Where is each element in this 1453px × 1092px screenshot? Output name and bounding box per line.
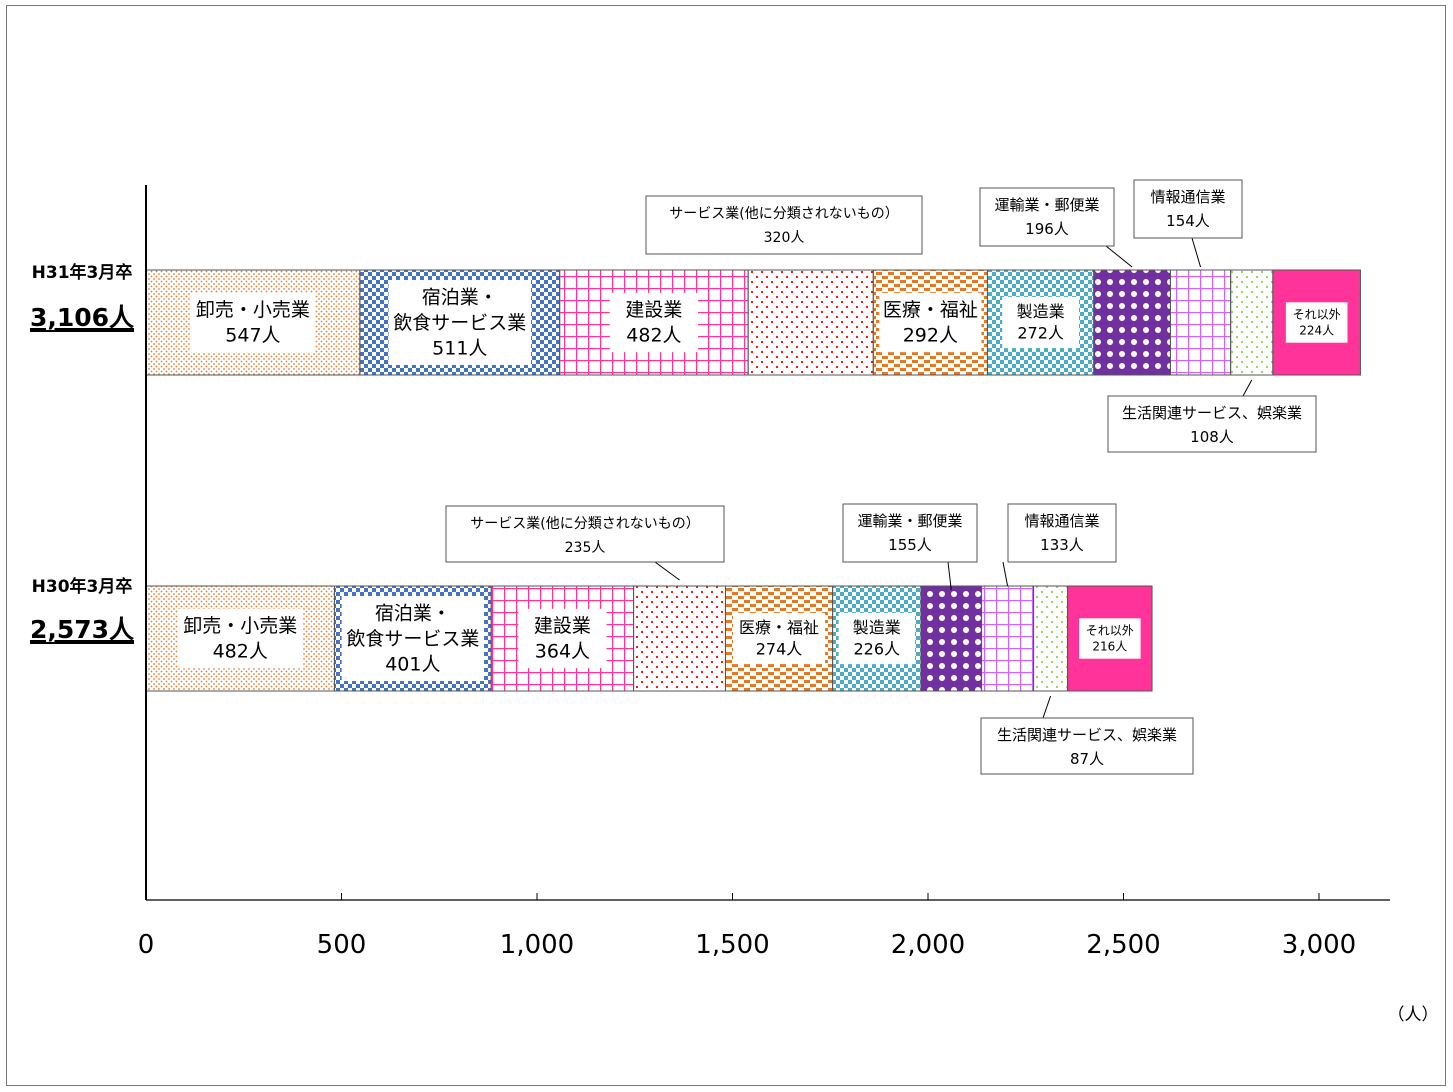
callout-box <box>1007 503 1117 563</box>
bar-segment <box>145 269 361 376</box>
inside-label-text: 272人 <box>1017 324 1064 343</box>
bar-segment <box>981 585 1035 692</box>
bar-category-label: H30年3月卒 <box>32 576 133 597</box>
callout-text: 155人 <box>888 536 932 554</box>
bar-total-label: 3,106人 <box>30 303 134 332</box>
callout-leader-line <box>1105 245 1133 268</box>
inside-label-text: 宿泊業・ <box>422 286 498 308</box>
inside-label-box <box>838 612 915 665</box>
callout-leader-line <box>947 561 952 591</box>
callout-text: 情報通信業 <box>1024 512 1099 530</box>
inside-label-text: 511人 <box>432 338 487 360</box>
callout-leader-line <box>1191 237 1202 268</box>
inside-label-text: 飲食サービス業 <box>393 312 526 334</box>
callout-box <box>842 503 978 563</box>
bar-segment <box>1033 585 1069 692</box>
callout-text: 196人 <box>1025 220 1069 238</box>
x-tick-label: 3,000 <box>1282 930 1356 960</box>
x-tick-label: 1,000 <box>500 930 574 960</box>
callout-leader-line <box>1242 379 1253 397</box>
x-axis-unit: （人） <box>1388 1005 1439 1025</box>
bar-total-label: 2,573人 <box>30 615 134 644</box>
bar-segment <box>633 585 726 692</box>
bar-category-label: H31年3月卒 <box>32 262 133 283</box>
callout-text: 生活関連サービス、娯楽業 <box>997 726 1177 744</box>
inside-label-text: 482人 <box>213 641 268 663</box>
inside-label-box <box>879 292 982 353</box>
inside-label-text: 製造業 <box>1017 302 1065 321</box>
inside-label-text: 建設業 <box>625 299 682 321</box>
bar-segment <box>1169 269 1232 376</box>
inside-label-box <box>1002 296 1080 349</box>
callout-text: 320人 <box>764 230 805 246</box>
callout-box <box>980 717 1194 775</box>
inside-label-text: 216人 <box>1092 640 1127 654</box>
inside-label-text: 卸売・小売業 <box>196 299 310 321</box>
callout-text: 運輸業・郵便業 <box>857 512 962 530</box>
callout-box <box>645 195 923 255</box>
inside-label-box <box>733 612 826 665</box>
inside-label-box <box>388 280 531 365</box>
inside-label-box <box>1285 302 1348 343</box>
callout-leader-line <box>1002 561 1009 587</box>
callout-leader-line <box>1042 695 1052 719</box>
inside-label-text: 401人 <box>385 654 440 676</box>
inside-label-text: 482人 <box>626 325 681 347</box>
callout-text: 235人 <box>565 540 606 556</box>
inside-label-text: 建設業 <box>534 615 591 637</box>
inside-label-box <box>178 608 303 669</box>
inside-label-text: 224人 <box>1299 324 1334 338</box>
labels-layer: H31年3月卒3,106人H30年3月卒2,573人卸売・小売業547人宿泊業・… <box>30 179 1348 775</box>
callout-text: 情報通信業 <box>1150 188 1225 206</box>
bar-segment <box>747 269 874 376</box>
inside-label-box <box>609 292 699 353</box>
inside-label-text: 医療・福祉 <box>739 618 819 637</box>
inside-label-text: それ以外 <box>1086 623 1134 637</box>
callout-text: 生活関連サービス、娯楽業 <box>1122 404 1302 422</box>
inside-label-text: 226人 <box>854 640 901 659</box>
callout-box <box>1107 395 1317 453</box>
x-tick-label: 500 <box>317 930 367 960</box>
inside-label-text: 宿泊業・ <box>375 602 451 624</box>
x-tick-label: 1,500 <box>695 930 769 960</box>
bar-segment <box>1230 269 1274 376</box>
inside-label-box <box>518 608 607 669</box>
inside-label-text: 547人 <box>225 325 280 347</box>
chart-frame <box>6 5 1446 1086</box>
inside-label-box <box>1079 618 1141 659</box>
inside-label-box <box>341 596 485 681</box>
callout-box <box>979 187 1115 247</box>
inside-label-text: 製造業 <box>853 618 901 637</box>
callout-text: 108人 <box>1190 428 1234 446</box>
bar-segment <box>920 585 983 692</box>
inside-label-box <box>190 292 316 353</box>
axis-layer: 0 500 1,000 1,500 2,000 2,500 3,000 （人） <box>138 185 1439 1025</box>
inside-label-text: 364人 <box>535 641 590 663</box>
callout-box <box>445 505 725 563</box>
callout-box <box>1133 179 1243 239</box>
inside-label-text: 274人 <box>756 640 803 659</box>
inside-label-text: 卸売・小売業 <box>183 615 297 637</box>
callout-text: サービス業(他に分類されないもの） <box>669 206 898 222</box>
callout-text: 運輸業・郵便業 <box>994 196 1099 214</box>
x-tick-label: 2,500 <box>1086 930 1160 960</box>
callout-text: 133人 <box>1040 536 1084 554</box>
inside-label-text: 医療・福祉 <box>883 299 978 321</box>
bar-segment <box>1093 269 1171 376</box>
callout-leader-line <box>654 561 680 581</box>
callout-text: サービス業(他に分類されないもの） <box>470 516 699 532</box>
callout-text: 87人 <box>1070 750 1104 768</box>
x-tick-label: 2,000 <box>891 930 965 960</box>
callout-text: 154人 <box>1166 212 1210 230</box>
x-tick-label: 0 <box>138 930 155 960</box>
inside-label-text: それ以外 <box>1293 307 1341 321</box>
inside-label-text: 292人 <box>903 325 958 347</box>
inside-label-text: 飲食サービス業 <box>346 628 479 650</box>
